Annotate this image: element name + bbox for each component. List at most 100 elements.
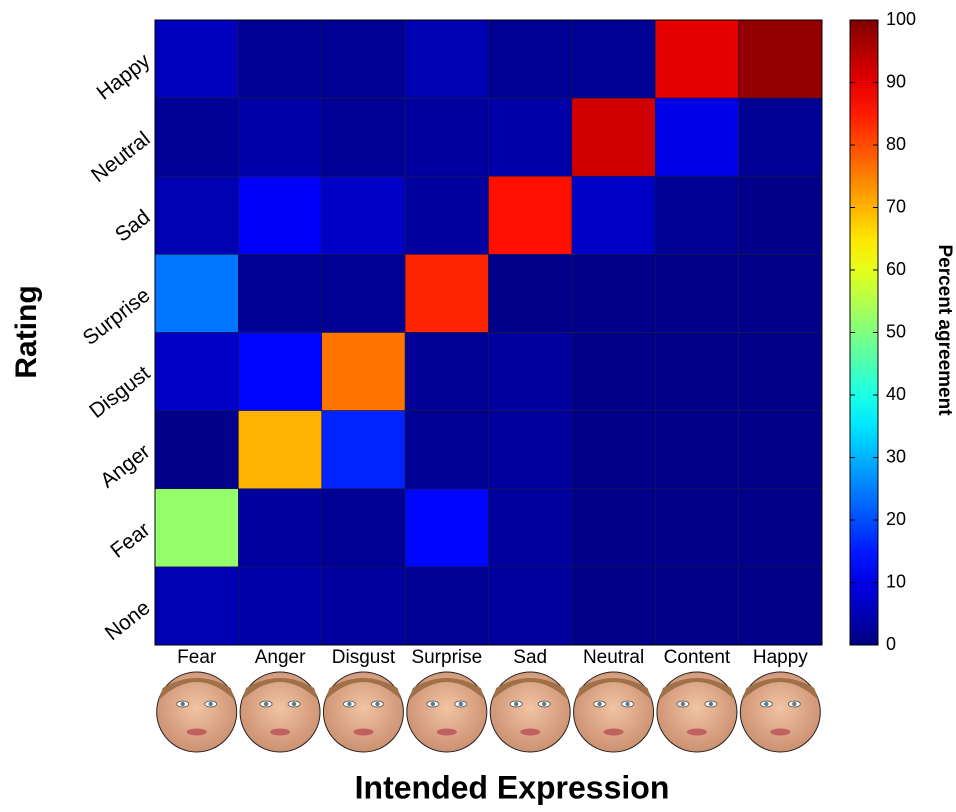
face	[322, 671, 404, 753]
y-tick-label: Anger	[96, 440, 154, 493]
mouth	[770, 728, 791, 736]
heatmap-cell	[571, 332, 656, 411]
face	[656, 671, 738, 753]
heatmap-cell	[488, 566, 573, 646]
heatmap-cell	[404, 254, 489, 333]
colorbar-tick-label: 20	[886, 509, 906, 529]
heatmap-cell	[154, 566, 239, 646]
heatmap-cell	[488, 488, 573, 568]
y-tick-label: Fear	[106, 518, 154, 563]
colorbar-tick-label: 10	[886, 571, 906, 591]
heatmap-cell	[404, 488, 489, 568]
heatmap-cell	[571, 97, 656, 177]
y-tick-label: Happy	[92, 49, 154, 105]
mouth	[520, 728, 541, 736]
iris	[708, 701, 714, 707]
x-tick-label: Content	[664, 647, 731, 668]
mouth	[603, 728, 624, 736]
iris	[208, 701, 213, 707]
iris	[180, 701, 185, 707]
y-tick-label: Surprise	[79, 284, 155, 350]
iris	[430, 701, 436, 707]
heatmap-cell	[404, 332, 489, 411]
heatmap-cell	[654, 97, 739, 177]
heatmap-cell	[654, 175, 739, 255]
iris	[291, 701, 297, 707]
heatmap-cell	[488, 19, 573, 99]
colorbar-tick-label: 40	[886, 384, 906, 404]
heatmap-cell	[154, 175, 239, 255]
heatmap-cell	[238, 97, 323, 177]
mouth	[186, 728, 207, 736]
hair	[325, 678, 402, 700]
colorbar-tick-label: 70	[886, 196, 906, 216]
face	[239, 671, 321, 753]
heatmap-cell	[654, 566, 739, 646]
hair	[742, 678, 819, 700]
heatmap-cell	[738, 97, 823, 177]
heatmap-cell	[571, 488, 656, 568]
y-tick-label: None	[101, 596, 155, 645]
heatmap-cell	[654, 19, 739, 99]
heatmap-cell	[654, 332, 739, 411]
heatmap-cell	[404, 410, 489, 490]
y-tick-label: Sad	[111, 205, 155, 246]
iris	[263, 701, 269, 707]
iris	[458, 701, 464, 707]
colorbar-tick-label: 90	[886, 71, 906, 91]
hair	[492, 678, 569, 700]
x-tick-label: Neutral	[583, 647, 644, 668]
heatmap-cell	[654, 410, 739, 490]
heatmap-cell	[571, 254, 656, 333]
iris	[792, 701, 797, 707]
heatmap-cell	[154, 97, 239, 177]
heatmap-cell	[404, 175, 489, 255]
mouth	[686, 728, 707, 736]
heatmap-cell	[571, 175, 656, 255]
hair	[242, 678, 319, 700]
heatmap-cell	[154, 410, 239, 490]
y-tick-label: Disgust	[85, 362, 154, 423]
heatmap-cell	[154, 332, 239, 411]
heatmap-cell	[238, 566, 323, 646]
mouth	[353, 728, 374, 736]
heatmap-cell	[238, 332, 323, 411]
heatmap-cell	[488, 332, 573, 411]
heatmap-cell	[238, 19, 323, 99]
heatmap-cell	[738, 175, 823, 255]
y-axis-label: Rating	[10, 285, 43, 378]
heatmap-cell	[321, 488, 406, 568]
x-tick-label: Anger	[255, 647, 306, 668]
iris	[597, 701, 602, 707]
heatmap-cell	[571, 19, 656, 99]
colorbar-tick-label: 100	[886, 9, 916, 29]
heatmap-cell	[488, 175, 573, 255]
x-axis-label: Intended Expression	[355, 769, 670, 805]
heatmap-cell	[404, 19, 489, 99]
colorbar-label: Percent agreement	[934, 244, 955, 416]
mouth	[270, 728, 291, 736]
heatmap-cell	[154, 254, 239, 333]
face	[489, 671, 571, 753]
colorbar-tick-label: 30	[886, 446, 906, 466]
iris	[541, 701, 547, 707]
colorbar-tick-label: 0	[886, 634, 896, 654]
face-images	[156, 671, 821, 753]
heatmap-cell	[321, 566, 406, 646]
heatmap-cell	[738, 488, 823, 568]
hair	[408, 678, 485, 700]
x-tick-label: Disgust	[332, 647, 396, 668]
face	[156, 671, 238, 753]
colorbar-tick-label: 80	[886, 134, 906, 154]
heatmap-cell	[238, 488, 323, 568]
iris	[764, 701, 769, 707]
iris	[680, 701, 686, 707]
iris	[347, 701, 352, 707]
heatmap-cell	[571, 566, 656, 646]
heatmap-cell	[238, 254, 323, 333]
heatmap-cell	[488, 254, 573, 333]
heatmap-cell	[738, 332, 823, 411]
heatmap-cell	[654, 254, 739, 333]
heatmap-cell	[488, 410, 573, 490]
heatmap-cell	[154, 488, 239, 568]
